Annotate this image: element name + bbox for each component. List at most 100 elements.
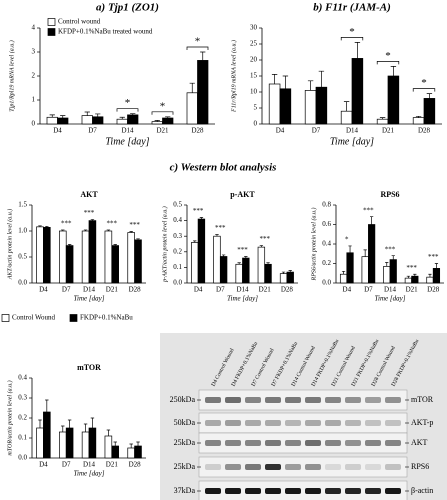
error-bar — [266, 262, 270, 265]
bar — [340, 110, 353, 125]
blot-band — [385, 464, 401, 470]
significance-label: * — [385, 50, 391, 62]
y-tick-label: 3 — [32, 48, 36, 56]
blot-band — [265, 440, 281, 446]
blot-band — [345, 440, 361, 446]
significance-label: *** — [193, 207, 204, 215]
x-tick-label: D4 — [276, 127, 285, 135]
blot-band — [385, 420, 401, 426]
bar — [36, 226, 44, 284]
blot-band — [285, 488, 301, 494]
blot-band — [325, 397, 341, 403]
error-bar — [363, 249, 367, 257]
y-tick-label: 0.1 — [18, 434, 27, 442]
legend-swatch — [47, 18, 56, 26]
blot-band — [245, 464, 261, 470]
significance-bracket — [151, 111, 174, 115]
error-bar — [113, 441, 117, 446]
error-bar — [90, 417, 95, 428]
chart-title: b) F11r (JAM-A) — [313, 2, 391, 14]
x-tick-label: D14 — [83, 461, 96, 469]
y-tick-label: 4 — [32, 24, 36, 32]
error-bar — [106, 429, 111, 436]
bar — [346, 252, 354, 284]
bar — [46, 116, 58, 125]
x-tick-label: D28 — [281, 286, 294, 294]
bar — [286, 271, 294, 284]
bar — [389, 259, 397, 284]
error-bar — [129, 231, 133, 233]
y-tick-label: 0.2 — [18, 414, 27, 422]
error-bar — [83, 229, 88, 231]
bar — [279, 88, 292, 125]
significance-label: *** — [61, 220, 72, 228]
blot-band — [365, 488, 381, 494]
legend-label: Control Wound — [12, 314, 56, 322]
bar — [279, 273, 288, 284]
x-tick-label: D4 — [53, 127, 62, 135]
error-bar — [282, 75, 289, 89]
y-tick-label: 0.6 — [322, 220, 331, 228]
x-tick-label: D14 — [236, 286, 249, 294]
chart-title: mTOR — [77, 363, 101, 372]
legend-label: Control wound — [58, 18, 101, 26]
x-axis-label: Time [day] — [105, 136, 149, 147]
y-tick-label: 0.5 — [18, 253, 27, 261]
x-axis-label: Time [day] — [375, 295, 406, 303]
bar — [59, 230, 67, 284]
x-tick-label: D14 — [346, 127, 359, 135]
bar — [88, 220, 97, 284]
kda-label: 250kDa — [170, 395, 196, 404]
error-bar — [348, 245, 352, 253]
y-tick-label: 0.0 — [18, 279, 27, 287]
significance-label: * — [421, 77, 427, 89]
error-bar — [406, 275, 410, 279]
kda-label: 37kDa — [174, 486, 196, 495]
protein-label: mTOR — [411, 395, 434, 404]
x-tick-label: D14 — [83, 286, 96, 294]
blot-band — [265, 397, 281, 403]
blot-band — [285, 420, 301, 426]
error-bar — [199, 217, 204, 220]
y-tick-label: 1.0 — [18, 227, 27, 235]
blot-band — [225, 464, 241, 470]
bar — [88, 427, 97, 459]
error-bar — [84, 111, 90, 116]
x-tick-label: D7 — [312, 127, 321, 135]
blot-band — [325, 464, 341, 470]
y-axis-label: Tjp1/Rpl19 mRNA level (a.u.) — [8, 40, 15, 111]
blot-band — [225, 397, 241, 403]
x-tick-label: D21 — [259, 286, 272, 294]
bar — [191, 242, 199, 284]
blot-band — [285, 397, 301, 403]
blot-band — [245, 420, 261, 426]
x-axis-label: Time [day] — [74, 295, 105, 303]
blot-band — [345, 464, 361, 470]
kda-label: 25kDa — [174, 438, 196, 447]
blot-band — [205, 420, 221, 426]
error-bar — [221, 254, 226, 257]
significance-label: *** — [215, 224, 226, 232]
bar — [81, 431, 90, 459]
y-axis-label: mTOR/actin protein level (a.u.) — [6, 380, 13, 455]
bar — [235, 263, 243, 284]
blot-band — [385, 397, 401, 403]
x-tick-label: D7 — [62, 286, 71, 294]
error-bar — [45, 225, 49, 228]
chart-title: p-AKT — [230, 190, 255, 199]
bar — [116, 118, 128, 125]
bar — [304, 90, 317, 125]
blot-band — [205, 464, 221, 470]
x-tick-label: D28 — [191, 127, 204, 135]
error-bar — [413, 273, 417, 277]
error-bar — [90, 219, 95, 221]
bar — [65, 427, 74, 459]
error-bar — [136, 441, 140, 446]
blot-band — [305, 488, 321, 494]
bar — [186, 92, 198, 125]
error-bar — [428, 273, 432, 278]
x-tick-label: D28 — [129, 461, 142, 469]
significance-label: *** — [428, 253, 439, 261]
x-tick-label: D21 — [382, 127, 395, 135]
y-tick-label: 0.0 — [18, 454, 27, 462]
